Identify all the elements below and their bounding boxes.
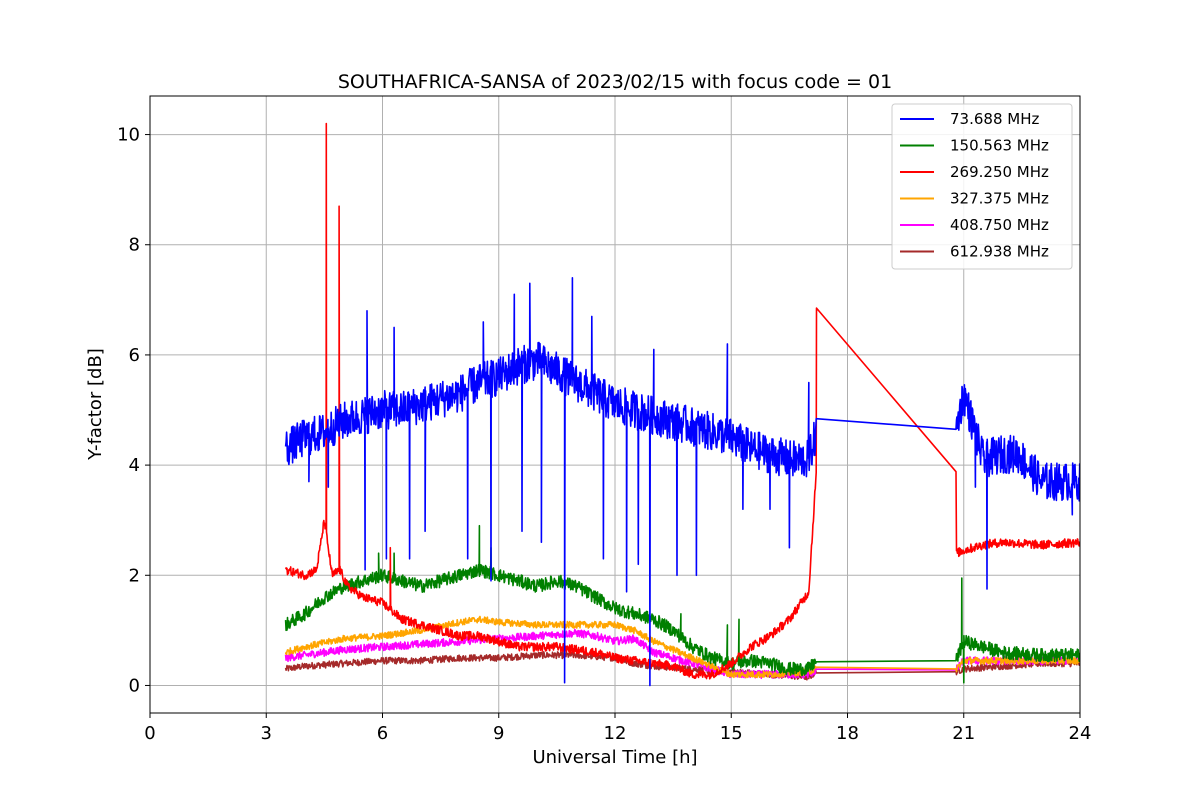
x-tick-label: 18 [836, 723, 859, 744]
x-tick-label: 3 [261, 723, 272, 744]
series-line [284, 277, 1081, 687]
y-tick-label: 8 [129, 235, 140, 256]
x-tick-label: 24 [1069, 723, 1092, 744]
series-line [284, 615, 1081, 679]
x-tick-label: 15 [720, 723, 743, 744]
series-line [284, 524, 1081, 684]
x-tick-label: 6 [377, 723, 388, 744]
series-group [284, 122, 1081, 687]
chart-title: SOUTHAFRICA-SANSA of 2023/02/15 with foc… [338, 71, 892, 93]
y-tick-label: 2 [129, 565, 140, 586]
x-tick-label: 12 [604, 723, 627, 744]
y-tick-label: 6 [129, 345, 140, 366]
legend-label: 612.938 MHz [950, 243, 1049, 261]
legend-box [891, 103, 1073, 270]
series-line [284, 122, 1081, 680]
y-axis-label: Y-factor [dB] [85, 348, 106, 461]
x-tick-label: 9 [493, 723, 504, 744]
legend-label: 150.563 MHz [950, 137, 1049, 155]
y-tick-label: 0 [129, 675, 140, 696]
legend-label: 269.250 MHz [950, 163, 1049, 181]
x-tick-label: 0 [144, 723, 155, 744]
legend-label: 327.375 MHz [950, 190, 1049, 208]
y-tick-label: 4 [129, 455, 140, 476]
y-tick-label: 10 [117, 125, 140, 146]
legend-label: 408.750 MHz [950, 216, 1049, 234]
x-axis-label: Universal Time [h] [532, 747, 697, 768]
legend: 73.688 MHz 150.563 MHz 269.250 MHz 327.375 … [891, 103, 1073, 270]
x-tick-label: 21 [952, 723, 975, 744]
legend-label: 73.688 MHz [950, 110, 1039, 128]
